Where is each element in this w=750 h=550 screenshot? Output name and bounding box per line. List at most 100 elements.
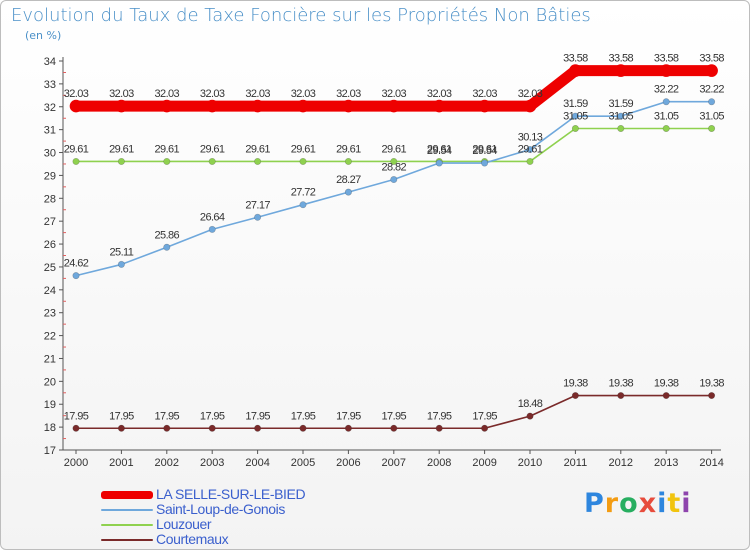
legend-swatch xyxy=(101,539,153,541)
data-label: 19.38 xyxy=(609,378,634,390)
data-point xyxy=(344,424,352,432)
legend-item: Louzouer xyxy=(101,516,401,532)
x-tick-label: 2001 xyxy=(109,457,133,469)
logo-letter: x xyxy=(638,488,658,519)
y-tick-label: 26 xyxy=(44,239,56,251)
data-point xyxy=(481,159,489,167)
y-tick-label: 27 xyxy=(44,216,56,228)
data-label: 31.59 xyxy=(609,98,634,110)
data-point xyxy=(617,392,625,400)
data-label: 29.54 xyxy=(472,145,497,157)
data-label: 17.95 xyxy=(64,410,89,422)
data-point xyxy=(708,98,716,106)
y-tick-label: 32 xyxy=(44,102,56,114)
data-label: 26.64 xyxy=(200,211,225,223)
data-point xyxy=(69,99,83,113)
data-point xyxy=(117,260,125,268)
data-point xyxy=(208,157,216,165)
legend-label: LA SELLE-SUR-LE-BIED xyxy=(156,486,306,502)
data-point xyxy=(526,157,534,165)
data-label: 30.13 xyxy=(518,132,543,144)
x-tick-label: 2004 xyxy=(245,457,269,469)
data-label: 29.54 xyxy=(427,145,452,157)
data-label: 29.61 xyxy=(336,143,361,155)
data-label: 32.03 xyxy=(382,88,407,100)
data-label: 32.03 xyxy=(427,88,452,100)
data-label: 29.61 xyxy=(200,143,225,155)
data-label: 25.86 xyxy=(155,229,180,241)
data-point xyxy=(299,424,307,432)
data-label: 33.58 xyxy=(609,53,634,65)
data-point xyxy=(526,412,534,420)
data-point xyxy=(617,112,625,120)
x-tick-label: 2007 xyxy=(382,457,406,469)
data-point xyxy=(72,272,80,280)
logo-letter: i xyxy=(681,488,692,519)
data-label: 29.61 xyxy=(64,143,89,155)
data-label: 19.38 xyxy=(699,378,724,390)
logo-letter: P xyxy=(584,488,605,519)
data-point xyxy=(387,99,401,113)
x-tick-label: 2000 xyxy=(64,457,88,469)
legend-swatch xyxy=(101,491,153,499)
data-label: 29.61 xyxy=(472,143,497,155)
x-tick-label: 2006 xyxy=(336,457,360,469)
data-point xyxy=(614,64,628,77)
data-label: 31.59 xyxy=(563,98,588,110)
data-point xyxy=(390,424,398,432)
data-label: 19.38 xyxy=(654,378,679,390)
data-point xyxy=(569,64,582,77)
legend-item: Saint-Loup-de-Gonois xyxy=(101,501,401,517)
y-tick-label: 18 xyxy=(44,422,56,434)
x-tick-label: 2012 xyxy=(609,457,633,469)
y-axis-unit-label: (en %) xyxy=(25,29,62,42)
y-tick-label: 23 xyxy=(44,308,56,320)
data-label: 27.17 xyxy=(245,199,270,211)
data-point xyxy=(254,213,262,221)
x-tick-label: 2002 xyxy=(155,457,179,469)
y-tick-label: 34 xyxy=(44,56,56,68)
data-point xyxy=(571,112,579,120)
data-point xyxy=(659,64,673,77)
y-tick-label: 17 xyxy=(44,445,56,457)
data-label: 31.05 xyxy=(654,111,679,123)
data-label: 31.05 xyxy=(699,111,724,123)
x-tick-label: 2014 xyxy=(699,457,723,469)
data-label: 29.61 xyxy=(109,143,134,155)
legend-item: LA SELLE-SUR-LE-BIED xyxy=(101,486,401,502)
data-label: 17.95 xyxy=(109,410,134,422)
y-tick-label: 19 xyxy=(44,399,56,411)
data-label: 27.72 xyxy=(291,187,316,199)
data-point xyxy=(435,424,443,432)
data-label: 19.38 xyxy=(563,378,588,390)
data-point xyxy=(526,146,534,154)
data-point xyxy=(662,98,670,106)
x-tick-label: 2010 xyxy=(518,457,542,469)
legend-swatch xyxy=(101,524,153,526)
data-point xyxy=(163,243,171,251)
data-label: 29.61 xyxy=(155,143,180,155)
x-tick-label: 2003 xyxy=(200,457,224,469)
data-label: 28.82 xyxy=(382,162,407,174)
legend-label: Courtemaux xyxy=(156,531,229,547)
x-tick-label: 2008 xyxy=(427,457,451,469)
data-point xyxy=(299,157,307,165)
data-label: 32.03 xyxy=(472,88,497,100)
data-label: 29.61 xyxy=(518,143,543,155)
data-label: 32.22 xyxy=(654,84,679,96)
data-point xyxy=(705,64,718,77)
data-label: 31.05 xyxy=(609,111,634,123)
data-point xyxy=(478,99,491,113)
data-point xyxy=(205,99,219,113)
logo-letter: o xyxy=(619,488,639,519)
data-point xyxy=(708,392,716,400)
data-label: 28.27 xyxy=(336,174,361,186)
data-label: 32.22 xyxy=(699,84,724,96)
data-label: 32.03 xyxy=(64,88,89,100)
logo-letter: t xyxy=(667,488,682,519)
data-point xyxy=(72,424,80,432)
x-tick-label: 2005 xyxy=(291,457,315,469)
data-label: 29.61 xyxy=(382,143,407,155)
